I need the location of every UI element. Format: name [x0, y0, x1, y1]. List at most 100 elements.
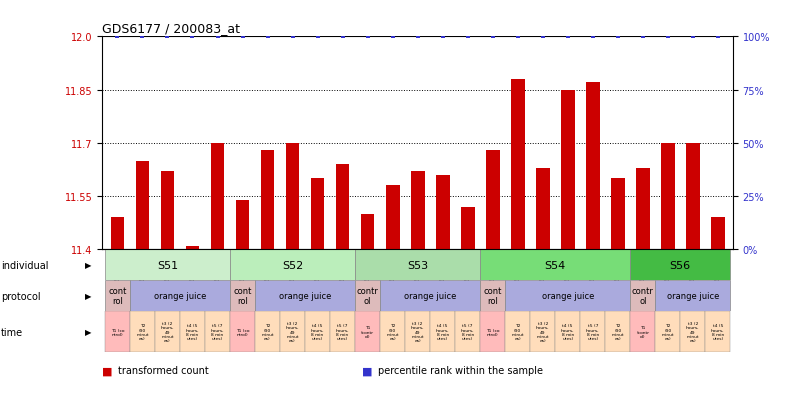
- Bar: [255, 280, 355, 311]
- Text: transformed count: transformed count: [118, 366, 209, 375]
- Text: S56: S56: [670, 260, 691, 270]
- Bar: [380, 280, 480, 311]
- Bar: [136, 161, 150, 250]
- Text: S51: S51: [157, 260, 178, 270]
- Text: time: time: [1, 327, 23, 337]
- Bar: [686, 143, 700, 250]
- Bar: [105, 280, 130, 311]
- Bar: [480, 280, 505, 311]
- Text: t3 (2
hours,
49
minut
es): t3 (2 hours, 49 minut es): [411, 321, 425, 342]
- Bar: [230, 280, 255, 311]
- Bar: [461, 207, 474, 250]
- Bar: [580, 311, 605, 353]
- Text: T2
(90
minut
es): T2 (90 minut es): [611, 323, 624, 340]
- Text: t4 (5
hours,
8 min
utes): t4 (5 hours, 8 min utes): [711, 323, 725, 340]
- Text: GDS6177 / 200083_at: GDS6177 / 200083_at: [102, 21, 240, 35]
- Bar: [711, 218, 725, 250]
- Bar: [561, 90, 574, 250]
- Bar: [505, 311, 530, 353]
- Bar: [630, 280, 656, 311]
- Bar: [661, 143, 675, 250]
- Bar: [386, 186, 400, 250]
- Bar: [130, 280, 230, 311]
- Bar: [536, 168, 549, 250]
- Text: T2
(90
minut
es): T2 (90 minut es): [136, 323, 149, 340]
- Bar: [230, 250, 355, 280]
- Bar: [611, 179, 625, 250]
- Text: percentile rank within the sample: percentile rank within the sample: [378, 366, 543, 375]
- Text: cont
rol: cont rol: [233, 286, 251, 306]
- Text: orange juice: orange juice: [667, 292, 719, 301]
- Bar: [186, 246, 199, 250]
- Text: T1 (co
ntrol): T1 (co ntrol): [486, 328, 500, 336]
- Text: T2
(90
minut
es): T2 (90 minut es): [661, 323, 674, 340]
- Text: S54: S54: [545, 260, 566, 270]
- Bar: [486, 150, 500, 250]
- Text: S53: S53: [407, 260, 428, 270]
- Text: individual: individual: [1, 260, 48, 270]
- Bar: [255, 311, 280, 353]
- Bar: [210, 143, 225, 250]
- Bar: [480, 311, 505, 353]
- Text: t3 (2
hours,
49
minut
es): t3 (2 hours, 49 minut es): [686, 321, 700, 342]
- Bar: [411, 172, 425, 250]
- Text: contr
ol: contr ol: [357, 286, 378, 306]
- Text: t4 (5
hours,
8 min
utes): t4 (5 hours, 8 min utes): [561, 323, 574, 340]
- Bar: [305, 311, 330, 353]
- Text: t5 (7
hours,
8 min
utes): t5 (7 hours, 8 min utes): [210, 323, 225, 340]
- Bar: [161, 172, 174, 250]
- Bar: [636, 168, 649, 250]
- Text: t3 (2
hours,
49
minut
es): t3 (2 hours, 49 minut es): [286, 321, 299, 342]
- Bar: [405, 311, 430, 353]
- Text: cont
rol: cont rol: [484, 286, 502, 306]
- Text: ▶: ▶: [85, 261, 91, 270]
- Bar: [110, 218, 125, 250]
- Bar: [505, 280, 630, 311]
- Text: contr
ol: contr ol: [632, 286, 654, 306]
- Text: t4 (5
hours,
8 min
utes): t4 (5 hours, 8 min utes): [310, 323, 325, 340]
- Bar: [230, 311, 255, 353]
- Text: orange juice: orange juice: [404, 292, 456, 301]
- Bar: [105, 311, 130, 353]
- Text: t3 (2
hours,
49
minut
es): t3 (2 hours, 49 minut es): [536, 321, 549, 342]
- Bar: [656, 311, 680, 353]
- Text: ■: ■: [102, 366, 113, 375]
- Text: cont
rol: cont rol: [108, 286, 127, 306]
- Bar: [585, 83, 600, 250]
- Bar: [336, 165, 349, 250]
- Bar: [680, 311, 705, 353]
- Text: T2
(90
minut
es): T2 (90 minut es): [262, 323, 274, 340]
- Text: T1 (co
ntrol): T1 (co ntrol): [110, 328, 125, 336]
- Bar: [656, 280, 730, 311]
- Bar: [286, 143, 299, 250]
- Bar: [355, 311, 380, 353]
- Text: T1
(contr
ol): T1 (contr ol): [361, 326, 374, 338]
- Bar: [511, 80, 525, 250]
- Text: protocol: protocol: [1, 291, 40, 301]
- Text: S52: S52: [282, 260, 303, 270]
- Bar: [530, 311, 556, 353]
- Text: T1 (co
ntrol): T1 (co ntrol): [236, 328, 249, 336]
- Text: t3 (2
hours,
49
minut
es): t3 (2 hours, 49 minut es): [161, 321, 174, 342]
- Bar: [105, 250, 230, 280]
- Text: t4 (5
hours,
8 min
utes): t4 (5 hours, 8 min utes): [436, 323, 449, 340]
- Text: ■: ■: [362, 366, 373, 375]
- Bar: [430, 311, 455, 353]
- Bar: [205, 311, 230, 353]
- Bar: [455, 311, 480, 353]
- Bar: [480, 250, 630, 280]
- Bar: [180, 311, 205, 353]
- Text: orange juice: orange juice: [541, 292, 594, 301]
- Bar: [705, 311, 730, 353]
- Bar: [436, 175, 449, 250]
- Bar: [310, 179, 325, 250]
- Bar: [280, 311, 305, 353]
- Bar: [605, 311, 630, 353]
- Bar: [380, 311, 405, 353]
- Bar: [130, 311, 155, 353]
- Text: orange juice: orange juice: [279, 292, 331, 301]
- Bar: [361, 214, 374, 250]
- Text: t5 (7
hours,
8 min
utes): t5 (7 hours, 8 min utes): [336, 323, 349, 340]
- Text: T2
(90
minut
es): T2 (90 minut es): [386, 323, 399, 340]
- Bar: [630, 311, 656, 353]
